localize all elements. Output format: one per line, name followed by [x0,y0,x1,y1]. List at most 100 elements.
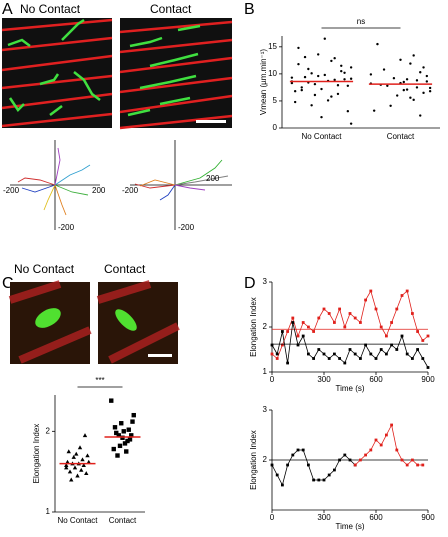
data-point [72,465,78,470]
panel-label: C [2,275,14,292]
y-axis-title: Vmean (µm.min⁻¹) [259,49,268,116]
data-point [115,453,120,458]
x-tick-label: 600 [369,375,383,384]
data-point [330,59,333,63]
panel-label: A [2,1,13,18]
data-point [326,99,330,102]
image-label: Contact [104,262,146,276]
data-point [343,361,347,365]
data-point [290,76,294,79]
data-point [301,334,305,338]
data-point [281,343,284,347]
data-point [379,325,383,329]
data-point [416,348,419,351]
panel-label: B [244,1,255,18]
data-point [312,330,315,333]
data-point [405,78,409,81]
data-point [119,421,124,426]
data-point [364,453,367,457]
panel-label: D [244,275,256,292]
x-tick-label: 900 [421,513,435,522]
data-point [297,62,300,66]
data-point [333,352,336,356]
data-point [400,294,404,297]
data-point [353,352,357,356]
data-point [129,433,134,438]
x-axis-title: Time (s) [335,522,364,531]
data-point [382,68,386,71]
data-point [390,343,393,347]
track-plot [10,140,232,230]
data-point [109,398,114,403]
data-point [327,357,331,360]
x-tick-label: Contact [387,132,415,141]
data-point [330,95,333,98]
data-point [421,339,425,342]
data-point [122,441,128,446]
x-tick-label: 0 [270,375,275,384]
data-point [86,459,91,464]
data-point [386,84,389,87]
data-point [399,58,402,62]
data-point [286,361,289,365]
data-point [130,419,135,424]
data-point [426,366,430,369]
data-point [307,352,310,356]
data-point [66,449,71,454]
data-point [296,343,300,347]
data-point [364,343,367,347]
data-point [369,289,373,293]
data-point [416,330,419,333]
data-point [322,352,326,356]
data-point [346,110,350,113]
data-point [291,321,295,324]
data-point [338,357,341,360]
data-point [80,457,85,462]
data-point [425,74,429,78]
data-point [425,80,429,83]
data-point [338,458,341,462]
data-point [114,430,119,436]
data-point [411,312,414,315]
data-point [320,87,323,91]
data-point [286,463,289,467]
data-point [392,77,396,80]
data-point [75,473,80,478]
x-tick-label: 900 [421,375,435,384]
data-point [322,478,326,482]
data-point [349,77,353,80]
data-point [303,55,307,59]
data-point [348,458,352,462]
x-axis-title: Time (s) [335,384,364,393]
data-point [415,79,419,82]
data-point [385,352,388,356]
image-label: Contact [150,2,192,16]
x-tick-label: Contact [109,516,137,525]
data-point [372,109,376,112]
data-point [409,96,412,99]
data-point [333,321,336,324]
data-point [421,463,425,467]
track-axis-label: -200 [178,223,195,232]
data-point [353,463,357,467]
significance-label: *** [95,376,104,385]
x-tick-label: 0 [270,513,275,522]
data-point [402,88,405,92]
y-axis-title: Elongation Index [249,430,258,490]
track-axis-label: 200 [206,174,220,183]
data-point [81,463,86,467]
data-point [296,334,300,338]
data-point [428,86,432,90]
data-point [307,325,310,329]
data-point [349,66,353,69]
data-point [286,330,289,333]
data-point [419,114,422,117]
data-point [343,325,347,329]
data-point [64,465,69,470]
data-point [376,42,379,46]
data-point [348,312,352,315]
data-point [293,90,297,93]
data-point [411,357,414,360]
data-point [300,88,303,92]
